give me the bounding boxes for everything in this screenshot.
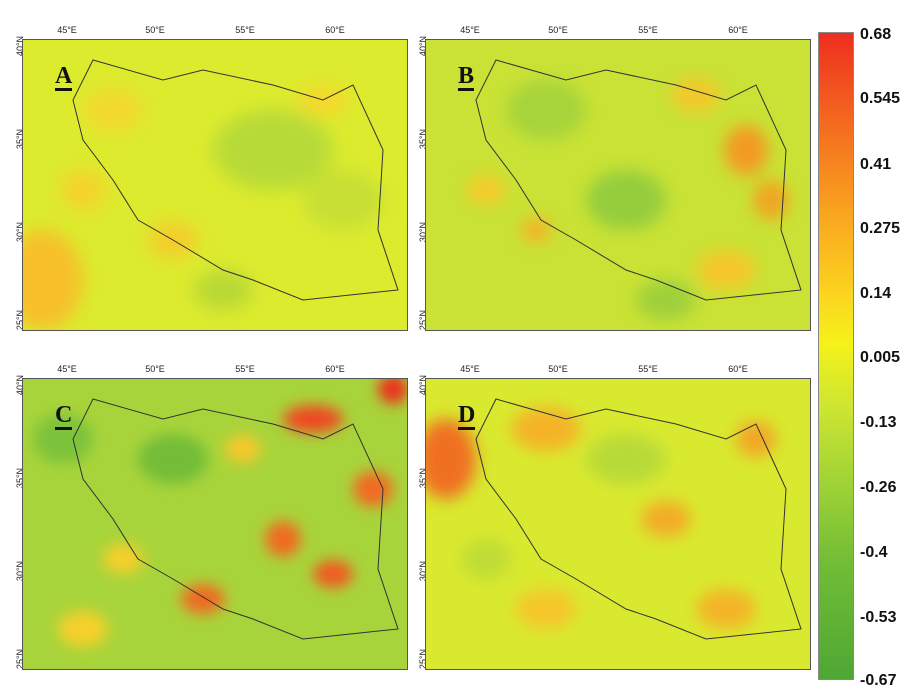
- lon-label: 50°E: [145, 364, 165, 374]
- lon-label: 60°E: [728, 364, 748, 374]
- panel-letter: B: [458, 63, 475, 91]
- colorbar-tick: 0.275: [860, 220, 901, 237]
- map-panel-a: 45°E 50°E 55°E 60°E 40°N 35°N 30°N 25°N …: [15, 25, 408, 331]
- map-panel-c: 45°E 50°E 55°E 60°E 40°N 35°N 30°N 25°N: [15, 364, 408, 670]
- lon-label: 45°E: [57, 25, 77, 35]
- map-area: [22, 378, 408, 670]
- lon-label: 50°E: [145, 25, 165, 35]
- colorbar-tick: 0.68: [860, 26, 892, 43]
- colorbar-tick: -0.67: [860, 672, 897, 689]
- lon-label: 45°E: [460, 364, 480, 374]
- lon-label: 60°E: [728, 25, 748, 35]
- colorbar: [818, 32, 854, 680]
- panel-letter: D: [458, 402, 476, 430]
- lon-label: 60°E: [325, 364, 345, 374]
- lon-label: 55°E: [235, 25, 255, 35]
- colorbar-tick: 0.545: [860, 90, 901, 107]
- panel-letter: C: [55, 402, 73, 430]
- panel-letter: A: [55, 63, 73, 91]
- colorbar-tick: 0.005: [860, 349, 901, 366]
- lon-label: 55°E: [638, 364, 658, 374]
- lon-label: 55°E: [638, 25, 658, 35]
- lon-label: 50°E: [548, 25, 568, 35]
- colorbar-tick: -0.4: [860, 544, 888, 561]
- map-area: [425, 378, 811, 670]
- lon-label: 60°E: [325, 25, 345, 35]
- colorbar-tick: -0.26: [860, 479, 897, 496]
- map-panel-d: 45°E 50°E 55°E 60°E 40°N 35°N 30°N 25°N …: [418, 364, 811, 670]
- colorbar-tick: 0.41: [860, 156, 892, 173]
- map-area: [22, 39, 408, 331]
- map-area: [425, 39, 811, 331]
- colorbar-tick: -0.53: [860, 609, 897, 626]
- lon-label: 45°E: [57, 364, 77, 374]
- map-panel-b: 45°E 50°E 55°E 60°E 40°N 35°N 30°N 25°N …: [418, 25, 811, 331]
- colorbar-tick: -0.13: [860, 414, 897, 431]
- lon-label: 50°E: [548, 364, 568, 374]
- lon-label: 55°E: [235, 364, 255, 374]
- lon-label: 45°E: [460, 25, 480, 35]
- colorbar-tick: 0.14: [860, 285, 892, 302]
